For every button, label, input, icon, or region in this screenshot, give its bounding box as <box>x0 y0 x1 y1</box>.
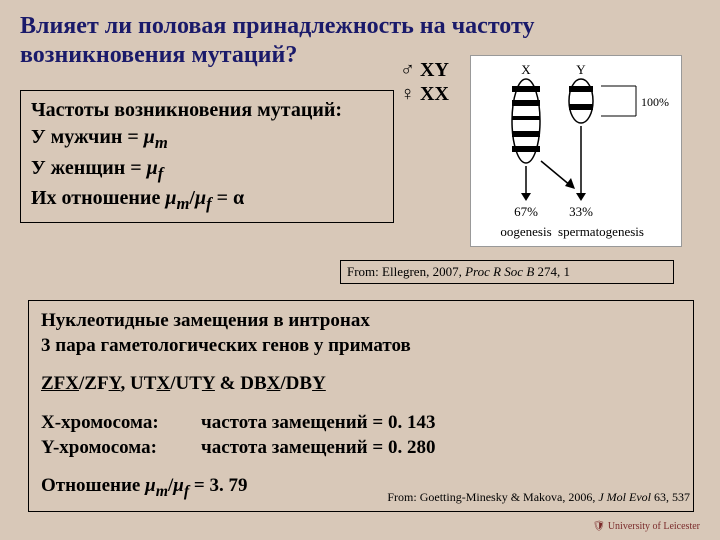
journal: Proc R Soc B <box>465 264 534 279</box>
g: Y <box>312 373 326 394</box>
title-line1: Влияет ли половая принадлежность на част… <box>20 12 680 41</box>
p100: 100% <box>641 95 669 109</box>
sub: m <box>156 483 168 500</box>
t: From: Goetting-Minesky & Makova, 2006, <box>387 490 598 504</box>
t: 63, 537 <box>651 490 690 504</box>
main-l1: Нуклеотидные замещения в интронах <box>41 309 681 334</box>
mu: μ <box>173 475 184 496</box>
t: 274, 1 <box>534 264 570 279</box>
oog: oogenesis <box>500 224 551 239</box>
y-label: Y <box>576 62 586 77</box>
t: частота замещений = 0. 143 <box>201 412 435 433</box>
g: /DB <box>280 373 312 394</box>
main-box: Нуклеотидные замещения в интронах 3 пара… <box>28 300 694 512</box>
t: Их отношение <box>31 187 165 209</box>
t: У женщин = <box>31 157 147 179</box>
t: частота замещений = 0. 280 <box>201 437 435 458</box>
p33: 33% <box>569 204 593 219</box>
t: X-хромосома: <box>41 411 201 436</box>
male-symbol: ♂ XY <box>400 58 449 82</box>
g: Y <box>202 373 215 394</box>
sub-m: m <box>155 133 168 152</box>
chromosome-diagram: X Y 100% 67% 33% oogenesis spermatogenes… <box>470 55 682 247</box>
g: /UT <box>170 373 202 394</box>
mu: μ <box>144 126 155 148</box>
female-symbol: ♀ XX <box>400 82 449 106</box>
g: X <box>156 373 170 394</box>
sub-m: m <box>176 194 189 213</box>
caption-ellegren: From: Ellegren, 2007, Proc R Soc B 274, … <box>340 260 674 284</box>
g: Y <box>109 373 121 394</box>
freq-l2: У мужчин = μm <box>31 124 383 155</box>
frequency-box: Частоты возникновения мутаций: У мужчин … <box>20 90 394 223</box>
sperm: spermatogenesis <box>558 224 644 239</box>
t: Y-хромосома: <box>41 436 201 461</box>
logo-text: University of Leicester <box>608 521 700 532</box>
g: X <box>267 373 281 394</box>
mu: μ <box>165 187 176 209</box>
sex-symbols: ♂ XY ♀ XX <box>400 58 449 106</box>
t: У мужчин = <box>31 126 144 148</box>
main-l2: 3 пара гаметологических генов у приматов <box>41 334 681 359</box>
xchrom-line: X-хромосома:частота замещений = 0. 143 <box>41 411 681 436</box>
t: = 3. 79 <box>189 475 247 496</box>
t: From: Ellegren, 2007, <box>347 264 465 279</box>
genes-line: ZFX/ZFY, UTX/UTY & DBX/DBY <box>41 372 681 397</box>
alpha: = α <box>212 187 245 209</box>
sub-f: f <box>158 164 164 183</box>
t: Отношение <box>41 475 145 496</box>
caption-goetting: From: Goetting-Minesky & Makova, 2006, J… <box>387 490 690 505</box>
journal: J Mol Evol <box>598 490 651 504</box>
g: /ZF <box>79 373 109 394</box>
mu: μ <box>147 157 158 179</box>
p67: 67% <box>514 204 538 219</box>
freq-l1: Частоты возникновения мутаций: <box>31 97 383 124</box>
university-logo: 🛡 University of Leicester <box>593 521 700 532</box>
freq-l4: Их отношение μm/μf = α <box>31 185 383 216</box>
g: ZFX <box>41 373 79 394</box>
mu: μ <box>195 187 206 209</box>
mu: μ <box>145 475 156 496</box>
g: & DB <box>215 373 267 394</box>
ychrom-line: Y-хромосома:частота замещений = 0. 280 <box>41 436 681 461</box>
x-label: X <box>521 62 531 77</box>
freq-l3: У женщин = μf <box>31 155 383 186</box>
g: , UT <box>121 373 157 394</box>
diagram-svg: X Y 100% 67% 33% oogenesis spermatogenes… <box>471 56 681 246</box>
